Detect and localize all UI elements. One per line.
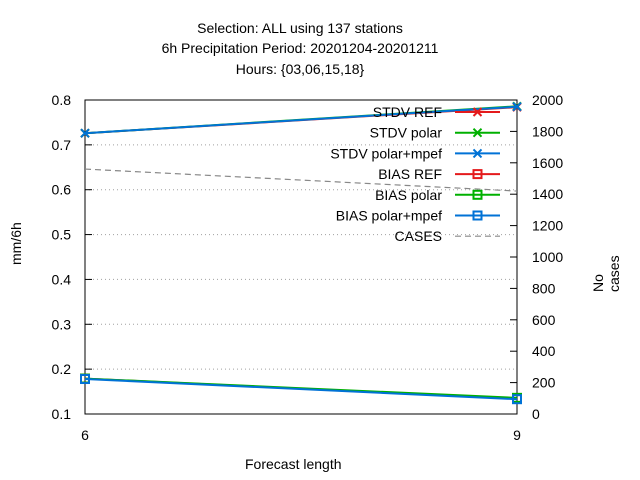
y2-tick-label: 1600 [532, 155, 563, 171]
y2-tick-label: 1800 [532, 123, 563, 139]
legend-label: STDV REF [373, 104, 442, 120]
legend-label: BIAS polar [375, 187, 442, 203]
y-tick-label: 0.8 [52, 92, 72, 108]
legend-label: CASES [395, 228, 442, 244]
y2-tick-label: 600 [532, 312, 556, 328]
series-point-6 [512, 394, 522, 405]
x-tick-label: 9 [513, 427, 521, 443]
legend-marker [472, 107, 483, 117]
series-point-3 [80, 128, 90, 138]
legend-marker [472, 210, 483, 221]
series-line-6 [84, 378, 518, 401]
legend-marker [472, 127, 483, 138]
y2-axis-label: No cases [590, 255, 622, 292]
y-tick-label: 0.4 [52, 271, 72, 287]
y-tick-label: 0.6 [52, 182, 72, 198]
chart-title-line-3: Hours: {03,06,15,18} [235, 61, 365, 77]
x-tick-label: 6 [81, 427, 89, 443]
y2-tick-label: 1000 [532, 249, 563, 265]
chart-title-line-2: 6h Precipitation Period: 20201204-202012… [161, 40, 439, 56]
chart-title-line-1: Selection: ALL using 137 stations [197, 20, 403, 36]
legend-label: BIAS REF [378, 166, 442, 182]
series-line-7 [84, 168, 518, 192]
y-tick-label: 0.7 [52, 137, 72, 153]
y-tick-label: 0.1 [52, 406, 72, 422]
y-tick-label: 0.2 [52, 361, 72, 377]
y2-tick-label: 400 [532, 343, 556, 359]
y2-tick-label: 200 [532, 375, 556, 391]
legend-label: STDV polar+mpef [330, 145, 442, 161]
plot-frame [84, 99, 518, 415]
legend-marker [472, 148, 483, 159]
y2-tick-label: 2000 [532, 92, 563, 108]
legend-marker [472, 189, 483, 200]
y2-tick-label: 1200 [532, 218, 563, 234]
legend-label: STDV polar [370, 125, 443, 141]
series-point-6 [80, 374, 90, 385]
y2-tick-label: 0 [532, 406, 540, 422]
legend-label: BIAS polar+mpef [336, 208, 442, 224]
y2-tick-label: 800 [532, 280, 556, 296]
y-axis-label: mm/6h [8, 222, 24, 265]
x-axis-label: Forecast length [245, 456, 342, 472]
y2-tick-label: 1400 [532, 186, 563, 202]
legend-marker [472, 169, 483, 180]
series-point-3 [512, 102, 522, 112]
y-tick-label: 0.5 [52, 227, 72, 243]
series-line-3 [84, 105, 518, 135]
y-tick-label: 0.3 [52, 316, 72, 332]
